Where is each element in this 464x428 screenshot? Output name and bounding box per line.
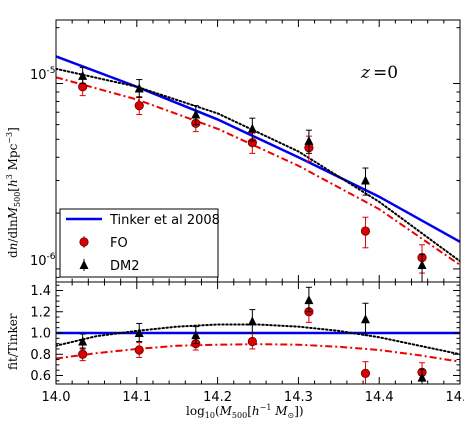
bottom-point-dm2-6 (417, 372, 427, 382)
annotation-redshift: z =0 (360, 63, 398, 83)
bottom-ytick-labels: 0.6 0.8 1.0 1.2 1.4 (30, 284, 51, 384)
legend-label-fo: FO (110, 236, 128, 251)
top-point-fo-1 (134, 100, 144, 111)
bottom-xtick-labels: 14.0 14.1 14.2 14.3 14.4 14.5 (42, 390, 464, 405)
bottom-panel: 0.6 0.8 1.0 1.2 1.4 14.0 14.1 14.2 14.3 14.4 14.5… (6, 281, 464, 420)
top-point-dm2-0 (78, 70, 88, 80)
bottom-point-fo-0 (78, 349, 88, 359)
bottom-xtick-label-4: 14.4 (365, 390, 394, 405)
top-axis-ticks (55, 20, 461, 282)
top-line-solid-0 (56, 55, 460, 243)
legend-label-dm2: DM2 (110, 259, 140, 274)
bottom-xlabel: log10(M500[h−1 M⊙]) (186, 403, 304, 420)
top-plot-area (56, 55, 460, 282)
bottom-ytick-label-4: 1.4 (30, 284, 51, 299)
bottom-point-dm2-0 (78, 336, 88, 346)
bottom-axis-ticks (55, 282, 461, 384)
bottom-ylabel: fit/Tinker (6, 313, 20, 370)
top-line-dash-dot-2 (56, 76, 460, 266)
bottom-xtick-label-3: 14.3 (284, 390, 313, 405)
bottom-line-dotted-1 (56, 323, 460, 356)
top-point-dm2-4 (304, 135, 314, 145)
bottom-xtick-label-0: 14.0 (42, 390, 71, 405)
bottom-ytick-label-2: 1.0 (30, 327, 51, 342)
top-point-fo-5 (360, 226, 371, 236)
bottom-point-dm2-2 (191, 330, 201, 340)
bottom-point-dm2-4 (304, 295, 314, 305)
top-point-dm2-5 (360, 175, 370, 185)
bottom-plot-area (56, 286, 460, 384)
bottom-xtick-label-5: 14.5 (446, 390, 464, 405)
top-point-dm2-1 (134, 83, 144, 93)
top-line-dotted-1 (56, 67, 460, 263)
bottom-xtick-label-1: 14.1 (122, 390, 151, 405)
bottom-point-fo-5 (360, 368, 371, 378)
bottom-ytick-label-1: 0.8 (30, 348, 51, 363)
top-point-dm2-3 (247, 123, 257, 133)
top-panel: 10-5 10-6 z =0 dn/dlnM500[h3 Mpc−3] Tinke… (5, 19, 461, 283)
top-ylabel: dn/dlnM500[h3 Mpc−3] (5, 127, 22, 258)
bottom-xtick-label-2: 14.2 (203, 390, 232, 405)
top-point-dm2-6 (417, 259, 427, 269)
top-point-dm2-2 (191, 109, 201, 119)
legend-marker-dm2 (79, 260, 89, 269)
bottom-point-fo-1 (134, 345, 144, 355)
bottom-ytick-label-0: 0.6 (30, 369, 51, 384)
bottom-point-dm2-5 (360, 314, 370, 324)
bottom-ytick-label-3: 1.2 (30, 305, 51, 320)
bottom-point-dm2-3 (247, 316, 257, 326)
legend: Tinker et al 2008 FO DM2 (59, 208, 220, 278)
bottom-point-fo-3 (247, 336, 257, 347)
legend-label-tinker: Tinker et al 2008 (109, 213, 220, 228)
bottom-point-dm2-1 (134, 328, 144, 337)
legend-marker-fo (79, 237, 89, 247)
